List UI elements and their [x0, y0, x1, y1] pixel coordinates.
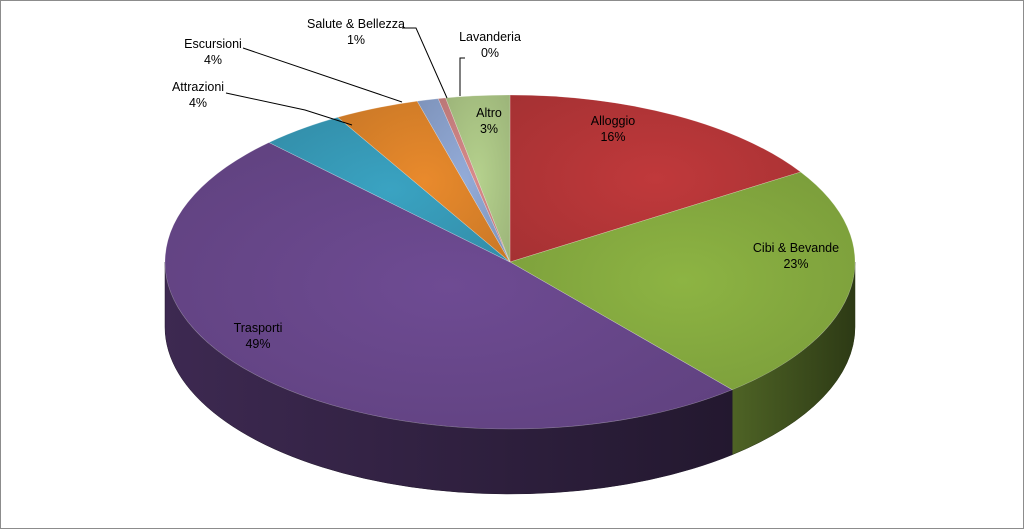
slice-label-cibi-bevande: Cibi & Bevande	[753, 241, 839, 255]
slice-alloggio	[509, 94, 802, 263]
slice-attrazioni	[268, 116, 511, 263]
leader-lines	[225, 27, 465, 126]
slice-label-attrazioni: Attrazioni	[172, 80, 224, 94]
leader-line-attrazioni	[225, 92, 353, 126]
slice-value-alloggio: 16%	[600, 130, 625, 144]
pie-tops	[164, 94, 856, 430]
leader-line-salute-bellezza	[402, 27, 448, 99]
slice-labels: Alloggio 16% Cibi & Bevande 23% Trasporti 49%…	[172, 17, 839, 351]
slice-trasporti	[164, 142, 733, 430]
slice-cibi-bevande	[509, 171, 856, 391]
slice-label-alloggio: Alloggio	[591, 114, 636, 128]
slice-value-lavanderia: 0%	[481, 46, 499, 60]
slice-value-attrazioni: 4%	[189, 96, 207, 110]
slice-lavanderia	[437, 97, 511, 263]
slice-escursioni	[337, 100, 511, 263]
slice-value-cibi-bevande: 23%	[783, 257, 808, 271]
leader-line-escursioni	[242, 47, 403, 103]
leader-line-lavanderia	[459, 57, 465, 96]
slice-altro	[445, 94, 511, 263]
slice-value-escursioni: 4%	[204, 53, 222, 67]
slice-label-escursioni: Escursioni	[184, 37, 242, 51]
slice-value-salute-bellezza: 1%	[347, 33, 365, 47]
slice-label-salute-bellezza: Salute & Bellezza	[307, 17, 405, 31]
slice-salute-bellezza	[416, 98, 511, 263]
slice-value-trasporti: 49%	[245, 337, 270, 351]
slice-label-altro: Altro	[476, 106, 502, 120]
slice-value-altro: 3%	[480, 122, 498, 136]
slice-label-trasporti: Trasporti	[234, 321, 283, 335]
slice-label-lavanderia: Lavanderia	[459, 30, 521, 44]
